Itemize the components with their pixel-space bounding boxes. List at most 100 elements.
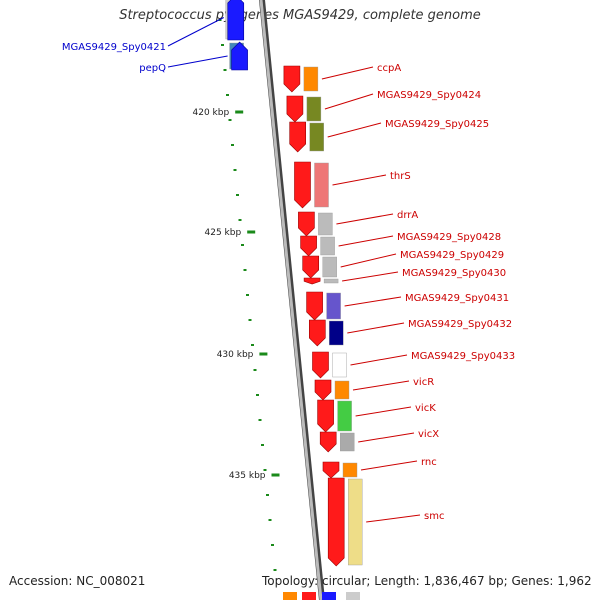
- gene-arrow-MGAS9429_Spy0430[interactable]: [303, 277, 321, 285]
- gene-label-MGAS9429_Spy0425[interactable]: MGAS9429_Spy0425: [385, 119, 489, 130]
- scale-minor-tick: [258, 419, 262, 421]
- scale-minor-tick: [238, 219, 242, 221]
- leader-line-MGAS9429_Spy0429: [340, 253, 397, 268]
- gene-label-thrS[interactable]: thrS: [390, 171, 411, 182]
- gene-label-rnc[interactable]: rnc: [421, 457, 437, 468]
- gene-label-MGAS9429_Spy0432[interactable]: MGAS9429_Spy0432: [408, 319, 512, 330]
- gene-arrow-continuation: [283, 592, 297, 600]
- gene-arrow-continuation: [346, 592, 360, 600]
- cog-band-vicX: [340, 432, 355, 452]
- gene-arrow-ccpA[interactable]: [283, 65, 301, 93]
- scale-minor-tick: [248, 319, 252, 321]
- leader-line-ccpA: [321, 66, 374, 80]
- gene-arrow-MGAS9429_Spy0424[interactable]: [286, 95, 304, 123]
- gene-label-MGAS9429_Spy0428[interactable]: MGAS9429_Spy0428: [397, 232, 501, 243]
- gene-label-smc[interactable]: smc: [424, 511, 444, 522]
- gene-label-MGAS9429_Spy0433[interactable]: MGAS9429_Spy0433: [411, 351, 515, 362]
- scale-minor-tick: [233, 169, 237, 171]
- cog-band-MGAS9429_Spy0429: [322, 256, 337, 278]
- cog-band-vicK: [337, 400, 352, 432]
- gene-label-MGAS9429_Spy0421[interactable]: MGAS9429_Spy0421: [62, 42, 166, 53]
- gene-label-ccpA[interactable]: ccpA: [377, 63, 401, 74]
- gene-label-vicR[interactable]: vicR: [413, 377, 434, 388]
- leader-line-thrS: [332, 174, 387, 186]
- scale-minor-tick: [273, 569, 277, 571]
- gene-label-MGAS9429_Spy0430[interactable]: MGAS9429_Spy0430: [402, 268, 506, 279]
- leader-line-MGAS9429_Spy0421: [167, 17, 224, 47]
- scale-tick-label: 420 kbp: [193, 108, 230, 118]
- scale-major-tick: [259, 352, 268, 356]
- gene-label-MGAS9429_Spy0431[interactable]: MGAS9429_Spy0431: [405, 293, 509, 304]
- scale-major-tick: [247, 230, 256, 234]
- scale-minor-tick: [243, 269, 247, 271]
- scale-minor-tick: [221, 44, 224, 46]
- gene-arrow-smc[interactable]: [327, 477, 345, 567]
- gene-label-pepQ[interactable]: pepQ: [139, 63, 166, 74]
- leader-line-MGAS9429_Spy0433: [350, 354, 408, 366]
- scale-minor-tick: [263, 469, 267, 471]
- gene-arrow-thrS[interactable]: [294, 161, 311, 209]
- leader-line-rnc: [360, 460, 418, 471]
- scale-major-tick: [271, 473, 280, 477]
- leader-line-pepQ: [167, 55, 228, 68]
- gene-arrow-MGAS9429_Spy0425[interactable]: [289, 121, 307, 153]
- leader-line-drrA: [336, 213, 394, 225]
- gene-arrow-rnc[interactable]: [322, 461, 340, 479]
- cog-band-MGAS9429_Spy0431: [326, 292, 341, 320]
- gene-label-vicK[interactable]: vicK: [415, 403, 436, 414]
- scale-tick-label: 425 kbp: [205, 228, 242, 238]
- leader-line-vicK: [355, 406, 412, 417]
- cog-band-drrA: [318, 212, 333, 236]
- accession-text: Accession: NC_008021: [9, 574, 146, 588]
- scale-minor-tick: [223, 69, 227, 71]
- gene-arrow-MGAS9429_Spy0428[interactable]: [300, 235, 317, 257]
- leader-line-MGAS9429_Spy0432: [347, 322, 405, 334]
- leader-line-vicR: [352, 380, 410, 391]
- cog-band-vicR: [334, 380, 350, 400]
- gene-arrow-vicX[interactable]: [319, 431, 337, 453]
- leader-line-MGAS9429_Spy0425: [327, 122, 382, 138]
- scale-minor-tick: [228, 119, 232, 121]
- gene-arrow-MGAS9429_Spy0432[interactable]: [308, 319, 326, 347]
- map-title: Streptococcus pyogenes MGAS9429, complet…: [119, 8, 481, 23]
- gene-label-drrA[interactable]: drrA: [397, 210, 418, 221]
- gene-arrow-vicK[interactable]: [317, 399, 334, 433]
- gene-arrow-vicR[interactable]: [314, 379, 332, 401]
- gene-arrow-MGAS9429_Spy0431[interactable]: [306, 291, 323, 321]
- scale-minor-tick: [271, 544, 274, 546]
- leader-line-MGAS9429_Spy0431: [344, 296, 402, 307]
- cog-band-thrS: [314, 162, 329, 208]
- cog-band-smc: [348, 478, 363, 566]
- gene-label-MGAS9429_Spy0424[interactable]: MGAS9429_Spy0424: [377, 90, 481, 101]
- cog-band-MGAS9429_Spy0428: [320, 236, 335, 256]
- cog-band-MGAS9429_Spy0432: [329, 320, 344, 346]
- scale-minor-tick: [253, 369, 257, 371]
- scale-minor-tick: [241, 244, 244, 246]
- gene-arrow-MGAS9429_Spy0433[interactable]: [312, 351, 329, 379]
- leader-line-vicX: [358, 432, 415, 443]
- scale-tick-label: 435 kbp: [229, 471, 266, 481]
- gene-arrow-pepQ[interactable]: [231, 41, 248, 71]
- scale-minor-tick: [261, 444, 264, 446]
- gene-arrow-drrA[interactable]: [298, 211, 315, 237]
- scale-minor-tick: [268, 519, 272, 521]
- scale-minor-tick: [266, 494, 269, 496]
- gene-label-MGAS9429_Spy0429[interactable]: MGAS9429_Spy0429: [400, 250, 504, 261]
- scale-minor-tick: [246, 294, 249, 296]
- cog-band-MGAS9429_Spy0424: [306, 96, 322, 122]
- cog-band-MGAS9429_Spy0425: [309, 122, 324, 152]
- gene-arrow-MGAS9429_Spy0429[interactable]: [302, 255, 320, 279]
- scale-minor-tick: [251, 344, 254, 346]
- leader-line-MGAS9429_Spy0430: [342, 271, 399, 282]
- cog-band-ccpA: [303, 66, 319, 92]
- leader-line-MGAS9429_Spy0424: [324, 93, 374, 110]
- topology-text: Topology: circular; Length: 1,836,467 bp…: [262, 574, 592, 588]
- gene-arrow-MGAS9429_Spy0421[interactable]: [227, 0, 245, 41]
- gene-label-vicX[interactable]: vicX: [418, 429, 439, 440]
- gene-arrow-continuation: [302, 592, 316, 600]
- scale-minor-tick: [231, 144, 234, 146]
- leader-line-MGAS9429_Spy0428: [338, 235, 394, 247]
- scale-tick-label: 430 kbp: [217, 350, 254, 360]
- leader-line-smc: [366, 514, 421, 523]
